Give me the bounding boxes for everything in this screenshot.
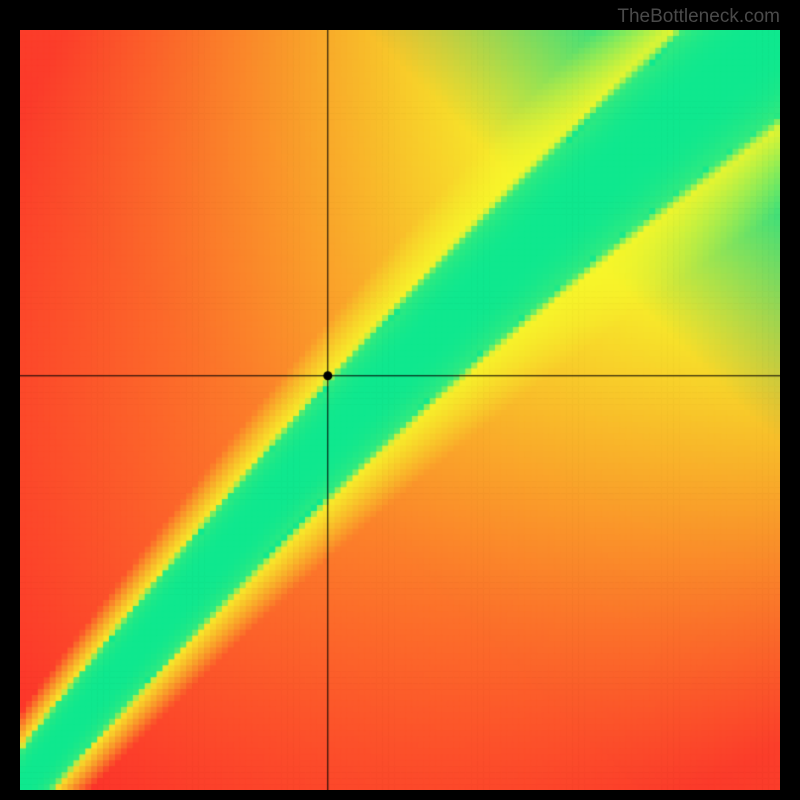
bottleneck-heatmap bbox=[20, 30, 780, 790]
chart-container: TheBottleneck.com bbox=[0, 0, 800, 800]
watermark-text: TheBottleneck.com bbox=[617, 6, 780, 28]
